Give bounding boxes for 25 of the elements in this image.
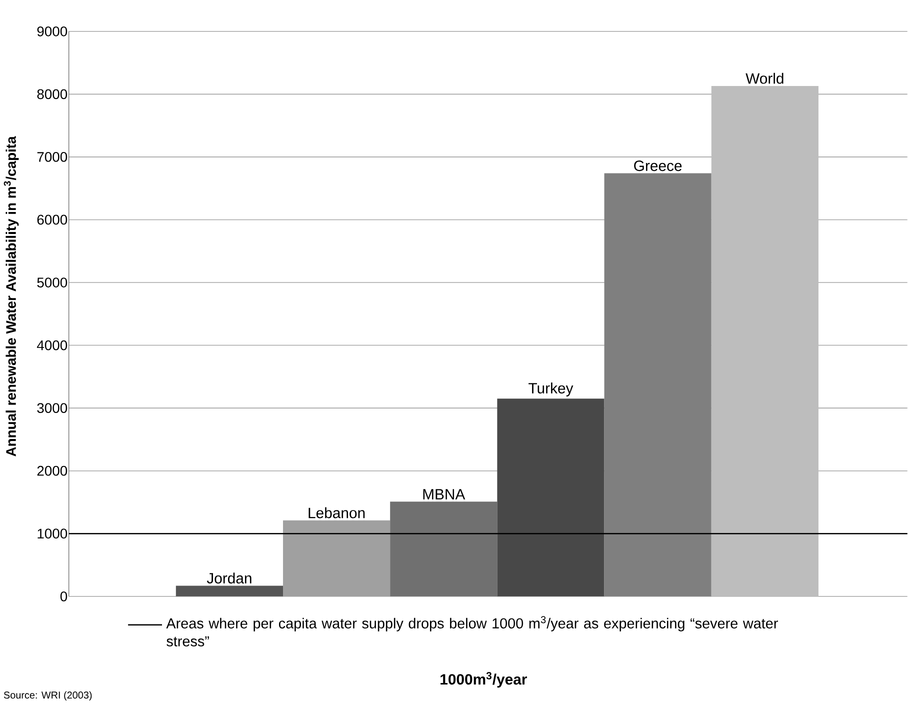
x-tick-label: Lebanon	[308, 507, 365, 518]
text: Areas where per capita water supply drops below 1000 m$^{3}$/year as experiencing “severe water stress”	[166, 616, 778, 647]
bar	[176, 586, 284, 597]
x-tick-label: MBNA	[423, 489, 466, 500]
bar	[390, 502, 498, 597]
bar	[497, 398, 604, 597]
x-tick-label: Greece	[634, 160, 682, 172]
y-tick-label: 7000	[37, 152, 68, 162]
y-axis-title: Annual renewable Water Availability in m$^{3}$/capita	[4, 136, 19, 457]
y-tick-label: 0	[60, 592, 68, 602]
y-tick-label: 9000	[37, 26, 68, 36]
y-tick-label: 4000	[36, 340, 68, 350]
x-tick-label: Turkey	[528, 382, 574, 397]
y-tick-label: 2000	[37, 466, 68, 476]
y-tick-label: 3000	[37, 403, 68, 414]
x-axis-title: 1000m$^{3}$/year	[440, 672, 528, 688]
y-tick-label: 1000	[38, 528, 68, 539]
x-tick-label: Jordan	[206, 572, 252, 584]
bar	[711, 86, 818, 597]
x-tick-label: World	[746, 72, 784, 84]
source-note: Source: WRI (2003)	[4, 691, 92, 701]
bar	[604, 173, 712, 597]
y-tick-label: 5000	[37, 278, 68, 288]
y-tick-label: 6000	[37, 214, 68, 225]
y-tick-label: 8000	[37, 89, 68, 100]
